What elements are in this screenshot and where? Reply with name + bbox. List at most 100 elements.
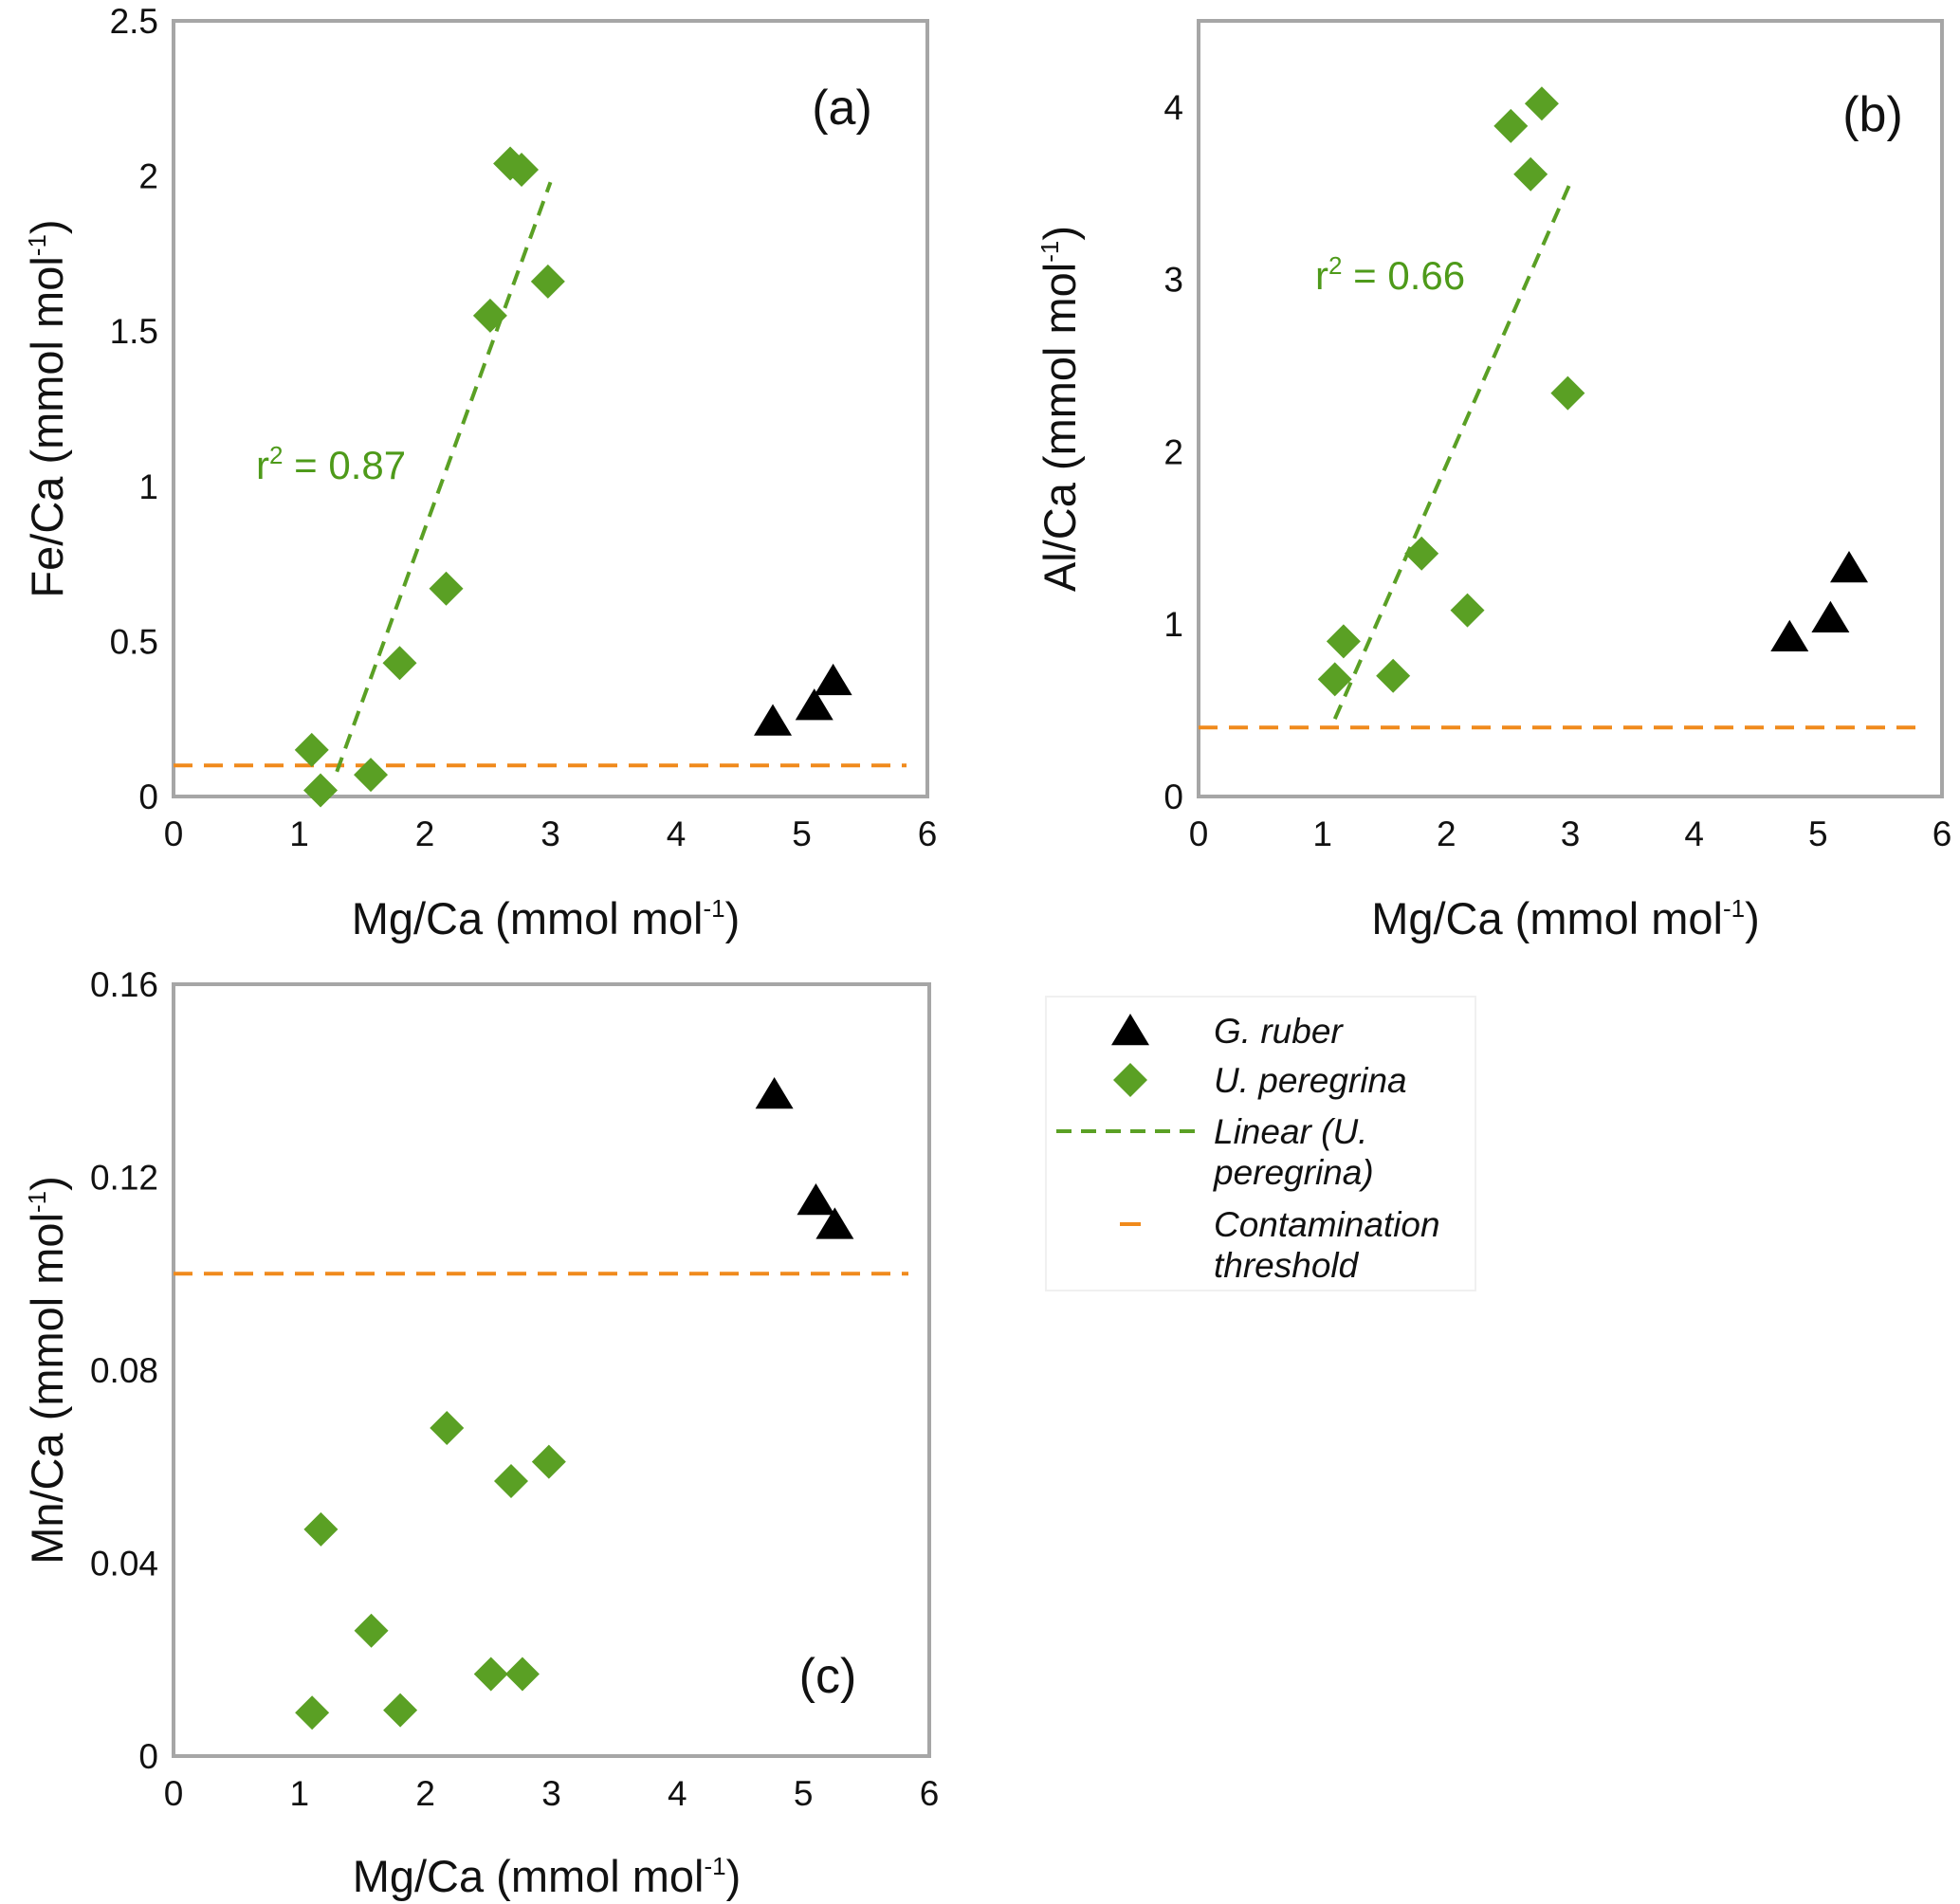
y-axis-unit-superscript: -1 [1035, 241, 1064, 263]
linear-trendline [335, 181, 553, 773]
u-peregrina-point [530, 264, 565, 299]
x-axis-title: Mg/Ca (mmol mol-1) [352, 893, 741, 943]
u-peregrina-point [1404, 536, 1439, 571]
y-tick-label: 2 [1163, 432, 1183, 471]
y-tick-label: 0.08 [90, 1351, 158, 1390]
legend-triangle-icon [1111, 1014, 1149, 1046]
panel-letter: (a) [812, 81, 872, 136]
plot-frame [1197, 19, 1944, 798]
g-ruber-point [815, 1207, 854, 1239]
u-peregrina-point [354, 1613, 389, 1648]
u-peregrina-point [1493, 108, 1529, 143]
y-axis-title-text: Fe/Ca (mmol mol [22, 256, 72, 597]
y-axis-unit-close: ) [1035, 226, 1085, 241]
u-peregrina-point [1513, 156, 1548, 192]
u-peregrina-point [303, 1511, 339, 1547]
x-axis-unit-close: ) [1745, 893, 1760, 943]
u-peregrina-point [1317, 662, 1352, 697]
x-axis-unit-superscript: -1 [1723, 894, 1745, 923]
u-peregrina-point [1326, 624, 1361, 659]
x-axis-title: Mg/Ca (mmol mol-1) [1371, 893, 1760, 943]
x-tick-label: 2 [415, 815, 435, 853]
g-ruber-point [755, 1077, 794, 1109]
legend-label: threshold [1214, 1246, 1360, 1285]
x-tick-label: 6 [1933, 815, 1952, 853]
x-tick-label: 2 [415, 1774, 435, 1813]
g-ruber-point [797, 1182, 835, 1216]
y-tick-label: 0.04 [90, 1545, 158, 1584]
u-peregrina-point [504, 1657, 540, 1692]
y-tick-label: 2.5 [110, 2, 158, 41]
x-tick-label: 5 [1808, 815, 1828, 853]
x-tick-label: 4 [668, 1774, 687, 1813]
u-peregrina-point [504, 153, 540, 188]
y-axis-title: Al/Ca (mmol mol-1) [1035, 226, 1085, 592]
legend-label: Linear (U. [1214, 1112, 1367, 1151]
x-tick-label: 0 [164, 1774, 184, 1813]
g-ruber-point [814, 663, 852, 696]
x-axis-unit-close: ) [725, 893, 741, 943]
x-axis-title-text: Mg/Ca (mmol mol [1371, 893, 1723, 943]
y-axis-unit-close: ) [22, 1176, 72, 1191]
y-tick-label: 0.16 [90, 965, 158, 1004]
x-axis-title-text: Mg/Ca (mmol mol [353, 1851, 705, 1901]
x-axis-unit-superscript: -1 [705, 1852, 726, 1880]
y-axis-title-text: Mn/Ca (mmol mol [22, 1213, 72, 1565]
x-tick-label: 3 [540, 815, 560, 853]
u-peregrina-point [473, 1657, 508, 1692]
panel-a: 0 1 2 3 4 5 600.511.522.5Mg/Ca (mmol mol-1)Fe/… [22, 2, 937, 943]
u-peregrina-point [1550, 375, 1585, 411]
legend-box [1045, 996, 1476, 1291]
x-tick-label: 4 [1684, 815, 1704, 853]
legend-label: U. peregrina [1214, 1061, 1407, 1100]
legend-label: Contamination [1214, 1205, 1440, 1244]
y-tick-label: 0 [138, 1737, 158, 1776]
y-tick-label: 1 [138, 467, 158, 506]
r2-annotation: r2 = 0.87 [256, 441, 406, 487]
legend-label: peregrina) [1213, 1153, 1374, 1192]
r2-exponent: 2 [1328, 251, 1342, 280]
x-tick-label: 6 [918, 815, 938, 853]
u-peregrina-point [531, 1444, 566, 1479]
x-tick-label: 5 [794, 1774, 814, 1813]
x-tick-label: 4 [667, 815, 687, 853]
x-tick-label: 1 [289, 815, 309, 853]
u-peregrina-point [429, 571, 464, 606]
r2-annotation: r2 = 0.66 [1315, 251, 1465, 298]
x-tick-label: 2 [1437, 815, 1456, 853]
y-tick-label: 0 [138, 778, 158, 816]
legend-label: G. ruber [1214, 1012, 1344, 1051]
legend-diamond-icon [1113, 1063, 1147, 1097]
u-peregrina-point [1524, 86, 1559, 121]
r2-prefix: r [256, 443, 269, 487]
u-peregrina-point [472, 298, 507, 333]
u-peregrina-point [303, 773, 339, 808]
u-peregrina-point [1450, 593, 1485, 628]
y-axis-title-text: Al/Ca (mmol mol [1035, 263, 1085, 592]
u-peregrina-point [383, 1693, 418, 1728]
x-tick-label: 0 [164, 815, 184, 853]
y-tick-label: 1.5 [110, 312, 158, 351]
panel-letter: (b) [1842, 87, 1903, 142]
u-peregrina-point [430, 1411, 465, 1446]
x-axis-title: Mg/Ca (mmol mol-1) [353, 1851, 742, 1901]
legend: G. ruber U. peregrina Linear (U.peregrina)… [1045, 996, 1476, 1291]
x-tick-label: 0 [1189, 815, 1209, 853]
y-tick-label: 2 [138, 157, 158, 196]
r2-value: = 0.87 [283, 443, 406, 487]
x-tick-label: 6 [920, 1774, 940, 1813]
x-axis-unit-close: ) [726, 1851, 742, 1901]
y-axis-title: Fe/Ca (mmol mol-1) [22, 219, 72, 597]
x-tick-label: 1 [1312, 815, 1332, 853]
panel-letter: (c) [799, 1649, 857, 1704]
x-axis-unit-superscript: -1 [704, 894, 725, 923]
x-tick-label: 1 [290, 1774, 310, 1813]
plot-frame [172, 982, 931, 1758]
y-tick-label: 0.12 [90, 1159, 158, 1198]
u-peregrina-point [382, 646, 417, 681]
u-peregrina-point [354, 758, 389, 793]
x-tick-label: 5 [792, 815, 812, 853]
r2-value: = 0.66 [1342, 253, 1465, 298]
